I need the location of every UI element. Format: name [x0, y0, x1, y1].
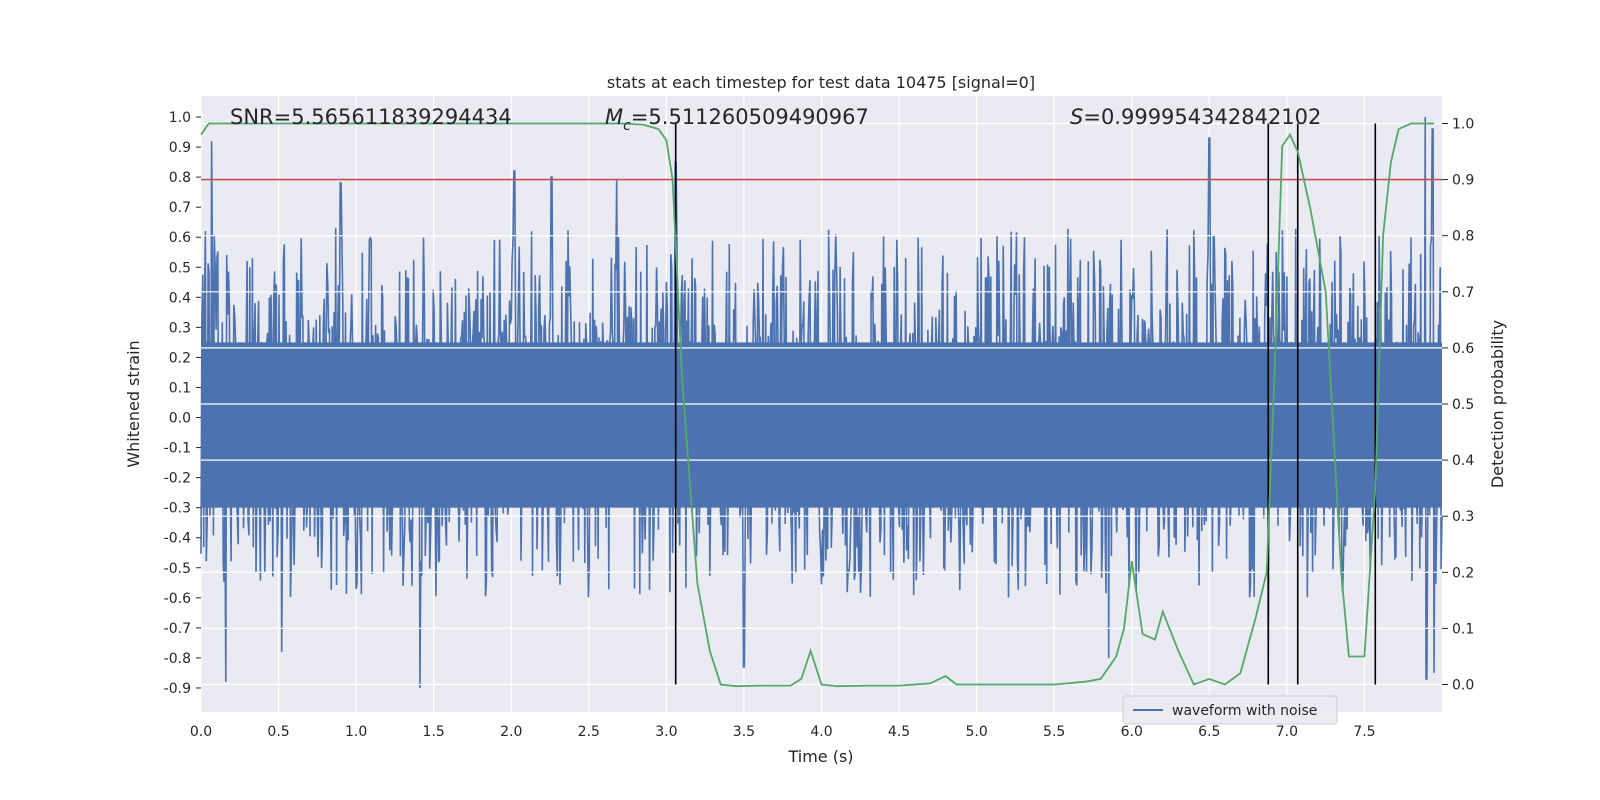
legend: waveform with noise: [1122, 695, 1338, 725]
y-tick-label: 0.1: [169, 380, 191, 396]
x-tick-label: 4.5: [888, 724, 910, 740]
x-tick-label: 7.5: [1353, 724, 1375, 740]
y-axis-label: Whitened strain: [124, 340, 143, 467]
y-tick-label: -0.3: [164, 501, 191, 517]
x-tick-label: 2.5: [578, 724, 600, 740]
x-tick-label: 6.0: [1121, 724, 1143, 740]
x-tick-label: 0.5: [267, 724, 289, 740]
y-tick-label: -0.6: [164, 591, 191, 607]
series-layer: [200, 116, 1443, 689]
y-tick-label: 0.3: [169, 320, 191, 336]
y2-tick-label: 0.2: [1452, 565, 1474, 581]
x-tick-label: 6.5: [1198, 724, 1220, 740]
y-tick-label: 0.6: [169, 230, 191, 246]
y-tick-label: -0.7: [164, 621, 191, 637]
mc-subscript: c: [623, 118, 631, 134]
probability-line: [200, 122, 1435, 688]
y2-tick-label: 0.1: [1452, 621, 1474, 637]
x-tick-label: 0.0: [190, 724, 212, 740]
x-tick-label: 5.5: [1043, 724, 1065, 740]
s-annotation: S=0.999954342842102: [1070, 105, 1321, 129]
mc-symbol: M: [605, 105, 623, 129]
y2-tick-label: 0.7: [1452, 285, 1474, 301]
y-tick-label: 0.0: [169, 411, 191, 427]
y-tick-label: 0.2: [169, 350, 191, 366]
y2-tick-label: 0.3: [1452, 509, 1474, 525]
y2-tick-label: 0.4: [1452, 453, 1474, 469]
y2-tick-label: 0.8: [1452, 229, 1474, 245]
y-tick-label: -0.5: [164, 561, 191, 577]
x-tick-label: 7.0: [1276, 724, 1298, 740]
s-value: =0.999954342842102: [1083, 105, 1321, 129]
x-axis-label: Time (s): [787, 747, 853, 766]
y-tick-label: 0.8: [169, 170, 191, 186]
tick-layer: 0.0 0.5 1.0 1.5 2.0 2.5 3.0 3.5 4.0 4.5 5.0 5.5 6.0 6…: [164, 110, 1475, 740]
y-tick-label: -0.9: [164, 681, 191, 697]
s-symbol: S: [1070, 105, 1083, 129]
y-tick-label: 0.9: [169, 140, 191, 156]
snr-annotation: SNR=5.565611839294434: [230, 105, 512, 129]
legend-label: waveform with noise: [1172, 703, 1317, 719]
y-tick-label: -0.4: [164, 531, 191, 547]
y2-tick-label: 0.6: [1452, 341, 1474, 357]
x-tick-label: 4.0: [810, 724, 832, 740]
y-tick-label: 0.5: [169, 260, 191, 276]
chart-title: stats at each timestep for test data 104…: [607, 73, 1035, 92]
y2-tick-label: 0.9: [1452, 173, 1474, 189]
overlay-layer: [200, 122, 1442, 688]
y2-tick-label: 0.0: [1452, 678, 1474, 694]
x-tick-label: 1.5: [423, 724, 445, 740]
waveform-core: [201, 342, 1442, 508]
y2-tick-label: 1.0: [1452, 116, 1474, 132]
y-tick-label: -0.2: [164, 471, 191, 487]
y-tick-label: 1.0: [169, 110, 191, 126]
x-tick-label: 1.0: [345, 724, 367, 740]
y-tick-label: -0.8: [164, 651, 191, 667]
y2-tick-label: 0.5: [1452, 397, 1474, 413]
x-tick-label: 3.5: [733, 724, 755, 740]
y-tick-label: 0.4: [169, 290, 191, 306]
x-tick-label: 2.0: [500, 724, 522, 740]
legend-box: [1122, 695, 1338, 725]
mc-value: =5.511260509490967: [631, 105, 869, 129]
y-tick-label: -0.1: [164, 441, 191, 457]
x-tick-label: 3.0: [655, 724, 677, 740]
y-tick-label: 0.7: [169, 200, 191, 216]
x-tick-label: 5.0: [965, 724, 987, 740]
mc-annotation: Mc=5.511260509490967: [605, 105, 869, 134]
y2-axis-label: Detection probability: [1488, 320, 1507, 488]
